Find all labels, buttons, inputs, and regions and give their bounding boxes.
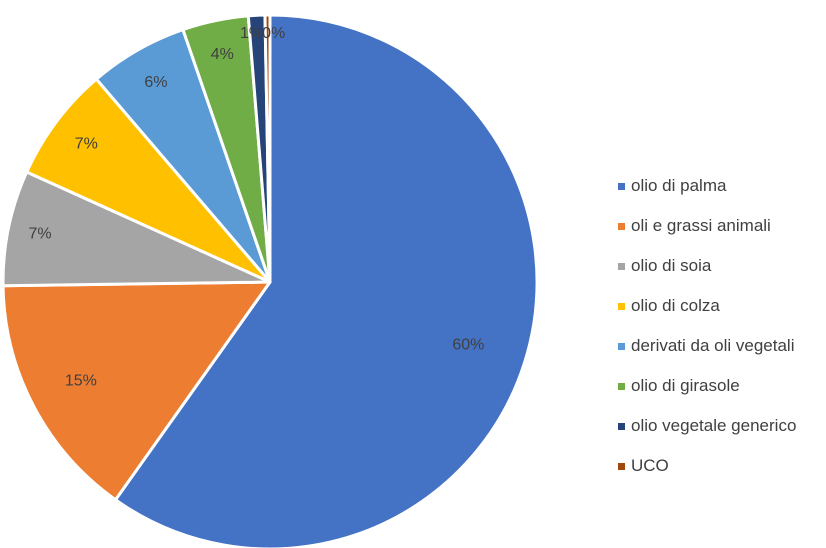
pie-value-label: 7%	[75, 135, 98, 152]
pie-slice	[114, 13, 539, 548]
pie-value-label: 60%	[452, 336, 484, 353]
legend-item: UCO	[618, 446, 796, 486]
legend-swatch	[618, 302, 625, 310]
pie-value-labels: 60% 15% 7% 7% 6% 4% 1%0%	[28, 25, 484, 390]
pie-value-label: 7%	[28, 225, 51, 242]
pie-value-label: 0%	[262, 25, 285, 42]
pie-slices	[1, 13, 539, 548]
legend-item: olio vegetale generico	[618, 406, 796, 446]
legend-swatch	[618, 222, 625, 230]
pie-value-label: 6%	[144, 74, 167, 91]
legend-item: oli e grassi animali	[618, 206, 796, 246]
pie-slice	[25, 77, 272, 284]
legend-swatch	[618, 342, 625, 350]
pie-value-label: 15%	[65, 373, 97, 390]
pie-slice	[263, 13, 272, 284]
pie-slice	[1, 170, 272, 288]
legend-label: oli e grassi animali	[631, 216, 771, 235]
legend-swatch	[618, 182, 625, 190]
legend-label: olio di palma	[631, 176, 727, 195]
legend-item: olio di palma	[618, 166, 796, 206]
legend-label: UCO	[631, 456, 669, 475]
legend-item: derivati da oli vegetali	[618, 326, 796, 366]
legend-label: derivati da oli vegetali	[631, 336, 795, 355]
legend-item: olio di soia	[618, 246, 796, 286]
legend-label: olio vegetale generico	[631, 416, 797, 435]
legend-swatch	[618, 422, 625, 430]
legend-swatch	[618, 462, 625, 470]
pie-value-label: 4%	[211, 46, 234, 63]
legend-label: olio di soia	[631, 256, 712, 275]
pie-value-label: 1%	[240, 25, 263, 42]
legend-label: olio di girasole	[631, 376, 740, 395]
legend-swatch	[618, 382, 625, 390]
legend-label: olio di colza	[631, 296, 720, 315]
legend-item: olio di girasole	[618, 366, 796, 406]
pie-slice	[1, 280, 272, 502]
legend-item: olio di colza	[618, 286, 796, 326]
chart-legend: olio di palma oli e grassi animali olio …	[618, 166, 796, 486]
legend-swatch	[618, 262, 625, 270]
